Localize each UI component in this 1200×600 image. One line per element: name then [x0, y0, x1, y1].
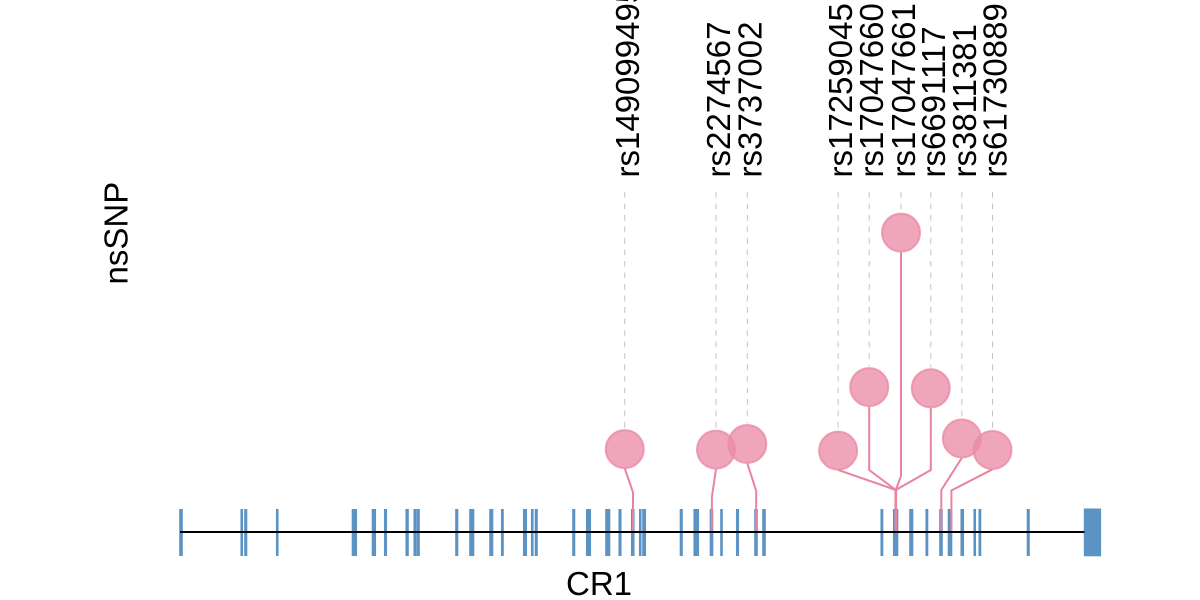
svg-text:rs6691117: rs6691117 [915, 26, 952, 177]
svg-text:CR1: CR1 [566, 565, 632, 600]
svg-text:rs3737002: rs3737002 [731, 22, 768, 178]
svg-text:nsSNP: nsSNP [97, 182, 134, 285]
svg-text:rs149099495: rs149099495 [609, 0, 646, 178]
svg-text:rs2274567: rs2274567 [700, 22, 737, 178]
svg-text:rs17259045: rs17259045 [822, 3, 859, 177]
svg-text:rs17047660: rs17047660 [853, 3, 890, 177]
svg-text:rs61730889: rs61730889 [977, 3, 1014, 177]
svg-text:rs3811381: rs3811381 [946, 24, 983, 178]
svg-text:rs17047661: rs17047661 [885, 3, 922, 177]
